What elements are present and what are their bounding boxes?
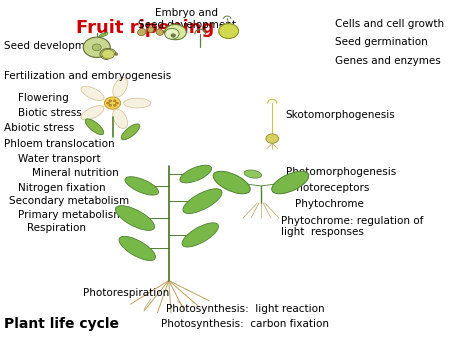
Circle shape [92,44,101,51]
Ellipse shape [180,165,211,183]
Circle shape [114,53,118,55]
Text: Photosynthesis:  light reaction: Photosynthesis: light reaction [166,304,324,314]
Text: Cells and cell growth: Cells and cell growth [335,19,445,29]
Circle shape [266,134,279,143]
Text: Seed germination: Seed germination [335,37,428,47]
Text: Biotic stress: Biotic stress [18,108,82,118]
Ellipse shape [81,106,104,120]
Circle shape [107,102,109,104]
Ellipse shape [272,171,309,194]
Ellipse shape [183,189,222,214]
Text: Phloem translocation: Phloem translocation [4,139,115,149]
Text: Embryo and
Seed development: Embryo and Seed development [138,8,236,30]
Ellipse shape [121,124,140,140]
Circle shape [102,49,114,59]
Text: Plant life cycle: Plant life cycle [4,317,120,331]
Ellipse shape [182,223,219,247]
Ellipse shape [244,170,262,178]
Circle shape [219,24,238,39]
Text: Fertilization and embryogenesis: Fertilization and embryogenesis [4,71,172,81]
Text: Photorespiration: Photorespiration [83,288,169,298]
Text: Skotomorphogenesis: Skotomorphogenesis [286,110,396,120]
Circle shape [116,102,118,104]
Ellipse shape [116,206,154,231]
Text: Photoreceptors: Photoreceptors [290,183,369,193]
Text: Genes and enzymes: Genes and enzymes [335,56,441,66]
Ellipse shape [113,109,127,128]
Circle shape [113,104,116,106]
Text: Flowering: Flowering [18,93,69,103]
Ellipse shape [165,24,186,40]
Ellipse shape [213,171,250,194]
Ellipse shape [99,32,108,37]
Text: Respiration: Respiration [27,223,86,233]
Ellipse shape [113,78,127,97]
Text: Water transport: Water transport [18,154,101,164]
Text: Phytochrome: Phytochrome [295,199,364,209]
Text: Seed development: Seed development [4,41,103,51]
Circle shape [109,100,112,102]
Ellipse shape [148,27,154,32]
Ellipse shape [81,86,104,100]
Circle shape [165,28,179,39]
Ellipse shape [124,98,151,108]
Ellipse shape [85,119,104,135]
Ellipse shape [156,29,163,35]
Circle shape [83,37,110,57]
Text: Abiotic stress: Abiotic stress [4,123,75,134]
Ellipse shape [138,28,146,36]
Text: Phytochrome: regulation of
light  responses: Phytochrome: regulation of light respons… [281,216,423,237]
Circle shape [104,97,121,109]
Ellipse shape [125,177,158,195]
Text: Fruit ripening: Fruit ripening [76,19,215,37]
Text: Primary metabolism: Primary metabolism [18,210,123,220]
Text: Mineral nutrition: Mineral nutrition [32,168,118,178]
Text: Secondary metabolism: Secondary metabolism [9,196,129,206]
Ellipse shape [119,236,156,261]
Circle shape [113,100,116,102]
Text: Photomorphogenesis: Photomorphogenesis [286,167,396,177]
Text: Photosynthesis:  carbon fixation: Photosynthesis: carbon fixation [161,319,329,329]
Text: Nitrogen fixation: Nitrogen fixation [18,183,106,193]
Circle shape [109,104,112,106]
Circle shape [171,34,176,37]
